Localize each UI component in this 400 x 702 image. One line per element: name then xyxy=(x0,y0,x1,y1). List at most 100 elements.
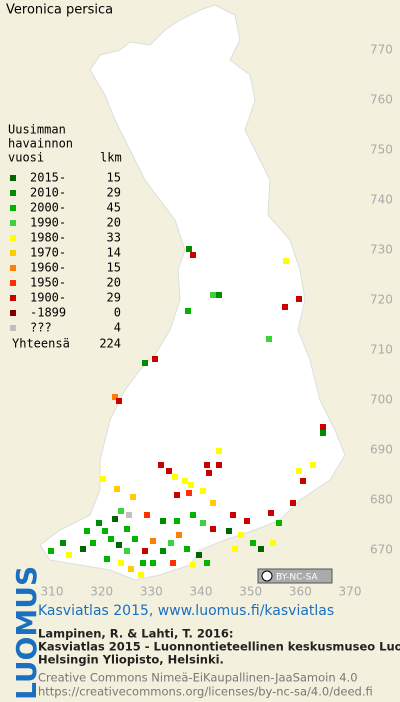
occurrence xyxy=(210,526,216,532)
license: Creative Commons Nimeä-EiKaupallinen-Jaa… xyxy=(38,671,358,685)
x-coordinate-label: 310 xyxy=(41,585,64,599)
occurrence xyxy=(160,548,166,554)
occurrence xyxy=(238,532,244,538)
occurrence-squares xyxy=(48,246,326,578)
occurrence xyxy=(80,546,86,552)
occurrence xyxy=(184,546,190,552)
occurrence xyxy=(196,552,202,558)
occurrence xyxy=(204,560,210,566)
y-coordinate-label: 760 xyxy=(370,93,393,107)
legend-label: 1980- xyxy=(30,231,66,245)
total-label: Yhteensä xyxy=(12,337,70,351)
license-url[interactable]: https://creativecommons.org/licenses/by-… xyxy=(38,685,373,699)
legend-heading: Uusimman xyxy=(8,123,66,137)
occurrence xyxy=(168,540,174,546)
footer-link[interactable]: Kasviatlas 2015, www.luomus.fi/kasviatla… xyxy=(38,603,334,619)
occurrence xyxy=(128,566,134,572)
y-coordinate-label: 770 xyxy=(370,43,393,57)
occurrence xyxy=(320,424,326,430)
occurrence xyxy=(144,512,150,518)
x-coordinate-label: 320 xyxy=(90,585,113,599)
occurrence xyxy=(130,494,136,500)
x-coordinate-label: 340 xyxy=(190,585,213,599)
occurrence xyxy=(48,548,54,554)
legend-heading: vuosi xyxy=(8,151,44,165)
occurrence xyxy=(296,468,302,474)
y-coordinate-label: 680 xyxy=(370,493,393,507)
occurrence xyxy=(108,536,114,542)
occurrence xyxy=(216,292,222,298)
cc-icon xyxy=(261,570,273,582)
legend-swatch xyxy=(10,235,16,241)
y-coordinate-label: 670 xyxy=(370,543,393,557)
occurrence xyxy=(124,526,130,532)
occurrence xyxy=(226,528,232,534)
occurrence xyxy=(112,516,118,522)
occurrence xyxy=(174,518,180,524)
legend-label: 1900- xyxy=(30,291,66,305)
occurrence xyxy=(140,560,146,566)
occurrence xyxy=(320,430,326,436)
legend-count: 4 xyxy=(114,321,121,335)
legend-heading: havainnon xyxy=(8,137,73,151)
x-coordinate-label: 350 xyxy=(239,585,262,599)
legend-label: -1899 xyxy=(30,306,66,320)
occurrence xyxy=(126,512,132,518)
legend-count: 20 xyxy=(107,216,121,230)
legend-swatch xyxy=(10,310,16,316)
occurrence xyxy=(283,258,289,264)
occurrence xyxy=(118,560,124,566)
y-coordinate-label: 730 xyxy=(370,243,393,257)
occurrence xyxy=(90,540,96,546)
coordinate-labels: 670 680 690 700 710 720 730 740 750 760 770 310 320 3… xyxy=(41,43,393,599)
legend-swatch xyxy=(10,295,16,301)
occurrence xyxy=(186,246,192,252)
occurrence xyxy=(172,474,178,480)
legend-label: 1950- xyxy=(30,276,66,290)
occurrence xyxy=(232,546,238,552)
legend-count: 15 xyxy=(107,261,121,275)
occurrence xyxy=(84,528,90,534)
citation: Kasviatlas 2015 - Luonnontieteellinen ke… xyxy=(38,640,400,654)
legend-label: 1960- xyxy=(30,261,66,275)
occurrence xyxy=(114,486,120,492)
map-title: Veronica persica xyxy=(6,3,113,18)
legend-swatch xyxy=(10,265,16,271)
y-coordinate-label: 750 xyxy=(370,143,393,157)
legend-swatch xyxy=(10,220,16,226)
x-coordinate-label: 370 xyxy=(339,585,362,599)
finland-outline xyxy=(39,4,346,581)
occurrence xyxy=(118,508,124,514)
occurrence xyxy=(258,546,264,552)
legend-count-heading: lkm xyxy=(100,151,122,165)
occurrence xyxy=(66,552,72,558)
legend-count: 29 xyxy=(107,186,121,200)
y-coordinate-label: 690 xyxy=(370,443,393,457)
occurrence xyxy=(230,512,236,518)
occurrence xyxy=(170,560,176,566)
legend-count: 0 xyxy=(114,306,121,320)
occurrence xyxy=(210,500,216,506)
occurrence xyxy=(102,528,108,534)
occurrence xyxy=(300,478,306,484)
occurrence xyxy=(116,542,122,548)
occurrence xyxy=(116,398,122,404)
occurrence xyxy=(282,304,288,310)
occurrence xyxy=(190,512,196,518)
logo: LUOMUS xyxy=(10,566,43,700)
legend-count: 45 xyxy=(107,201,121,215)
occurrence xyxy=(200,520,206,526)
citation: Helsingin Yliopisto, Helsinki. xyxy=(38,653,224,667)
occurrence xyxy=(266,336,272,342)
occurrence xyxy=(132,536,138,542)
occurrence xyxy=(210,292,216,298)
legend-label: 2000- xyxy=(30,201,66,215)
occurrence xyxy=(310,462,316,468)
occurrence xyxy=(138,572,144,578)
legend-swatch xyxy=(10,250,16,256)
legend-label: 2010- xyxy=(30,186,66,200)
legend-count: 15 xyxy=(107,171,121,185)
legend-label: 2015- xyxy=(30,171,66,185)
